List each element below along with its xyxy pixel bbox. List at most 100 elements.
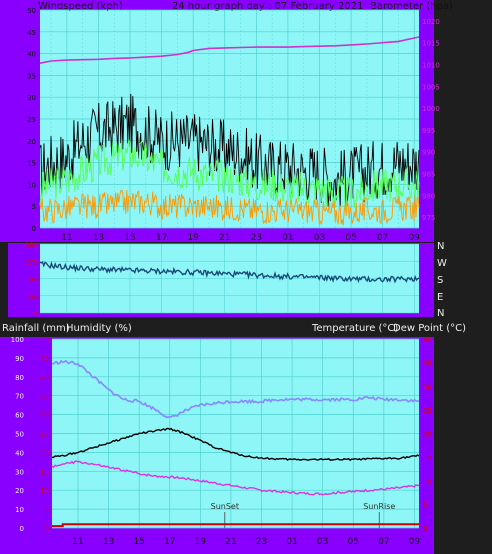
top-x-tick-label: 15	[124, 233, 135, 243]
temperature-tick-label: 25	[423, 407, 432, 415]
barometer-tick-label: 1000	[422, 105, 440, 113]
direction-tick-label: 90	[29, 294, 37, 301]
top-x-tick-label: 05	[345, 233, 356, 243]
rainfall-tick-label: 15	[40, 468, 49, 476]
direction-tick-label: 0	[33, 311, 37, 318]
windspeed-tick-label: 30	[27, 94, 36, 102]
wind-direction-series-line	[39, 261, 420, 284]
direction-tick-label: 180	[26, 277, 38, 284]
dynamic-chart-layer: 0510152025303540455097598098599099510001…	[11, 7, 440, 547]
sunset-label: SunSet	[211, 502, 239, 511]
windspeed-tick-label: 5	[32, 203, 36, 211]
humidity-tick-label: 60	[15, 412, 24, 420]
direction-label-n-bottom: N	[437, 308, 444, 319]
direction-tick-label: 360	[26, 242, 38, 249]
top-x-tick-label: 23	[251, 233, 262, 243]
barometer-axis-title: Barometer (hpa)	[370, 1, 453, 12]
windspeed-tick-label: 20	[27, 138, 36, 146]
temperature-tick-label: 20	[423, 431, 432, 439]
bottom-x-tick-label: 01	[286, 537, 297, 547]
temperature-axis-title: Temperature (°C)	[311, 323, 398, 334]
chart-title: 24 hour graph day : 07 February 2021	[172, 1, 363, 12]
humidity-axis-title: Humidity (%)	[66, 323, 132, 334]
bottom-x-tick-label: 17	[164, 537, 175, 547]
windspeed-high-series-line	[39, 137, 420, 210]
temperature-tick-label: 40	[423, 336, 432, 344]
temperature-series-line	[51, 427, 420, 462]
humidity-tick-label: 0	[20, 525, 24, 533]
bottom-x-tick-label: 07	[378, 537, 389, 547]
bottom-x-tick-label: 11	[72, 537, 83, 547]
top-x-tick-label: 11	[61, 233, 72, 243]
temperature-tick-label: 10	[423, 478, 432, 486]
bottom-x-tick-label: 15	[133, 537, 144, 547]
sunrise-label: SunRise	[363, 502, 395, 511]
humidity-tick-label: 40	[15, 449, 24, 457]
barometer-tick-label: 1005	[422, 83, 440, 91]
barometer-tick-label: 990	[422, 149, 435, 157]
top-x-tick-label: 07	[377, 233, 388, 243]
windspeed-tick-label: 40	[27, 51, 36, 59]
bottom-x-tick-label: 03	[317, 537, 328, 547]
humidity-series-line	[51, 359, 420, 419]
direction-label-n-top: N	[437, 241, 444, 252]
dew-point-axis-title: Dew Point (°C)	[393, 323, 466, 334]
windspeed-axis-title: Windspeed (kph)	[38, 1, 123, 12]
bottom-x-tick-label: 13	[103, 537, 114, 547]
top-x-tick-label: 21	[219, 233, 230, 243]
gust-series-line	[39, 93, 420, 207]
top-x-tick-label: 19	[187, 233, 199, 243]
rainfall-axis-title: Rainfall (mm)	[2, 323, 70, 334]
windspeed-tick-label: 15	[27, 160, 36, 168]
bottom-x-tick-label: 19	[195, 537, 207, 547]
top-x-tick-label: 03	[314, 233, 325, 243]
rainfall-series-line	[52, 523, 419, 528]
bottom-x-tick-label: 23	[256, 537, 267, 547]
windspeed-mean-series-line	[39, 189, 420, 226]
humidity-tick-label: 80	[15, 374, 24, 382]
humidity-tick-label: 30	[15, 468, 24, 476]
barometer-tick-label: 1015	[422, 40, 440, 48]
barometer-tick-label: 975	[422, 214, 435, 222]
barometer-tick-label: 995	[422, 127, 435, 135]
direction-label-s: S	[437, 275, 443, 286]
humidity-tick-label: 20	[15, 487, 24, 495]
direction-tick-label: 270	[26, 259, 38, 266]
rainfall-tick-label: 50	[40, 336, 49, 344]
rainfall-tick-label: 35	[40, 393, 49, 401]
top-x-tick-label: 17	[156, 233, 167, 243]
rainfall-tick-label: 5	[45, 506, 49, 514]
windspeed-tick-label: 0	[32, 225, 36, 233]
temperature-tick-label: 0	[423, 525, 427, 533]
windspeed-tick-label: 35	[27, 72, 36, 80]
rainfall-tick-label: 30	[40, 412, 49, 420]
temperature-tick-label: 30	[423, 383, 432, 391]
humidity-tick-label: 100	[11, 336, 24, 344]
rainfall-tick-label: 25	[40, 431, 49, 439]
direction-label-w: W	[437, 258, 447, 269]
barometer-tick-label: 1020	[422, 18, 440, 26]
temperature-tick-label: 5	[423, 501, 427, 509]
humidity-tick-label: 10	[15, 506, 24, 514]
rainfall-tick-label: 0	[45, 525, 49, 533]
top-x-tick-label: 01	[282, 233, 293, 243]
humidity-tick-label: 70	[15, 393, 24, 401]
barometer-tick-label: 980	[422, 192, 435, 200]
temperature-tick-label: 15	[423, 454, 432, 462]
direction-label-e: E	[437, 292, 443, 303]
top-x-tick-label: 09	[409, 233, 421, 243]
rainfall-tick-label: 45	[40, 355, 49, 363]
barometer-tick-label: 1010	[422, 62, 440, 70]
windspeed-tick-label: 45	[27, 29, 36, 37]
barometer-series-line	[39, 36, 420, 64]
dew-point-series-line	[51, 460, 420, 496]
bottom-x-tick-label: 09	[409, 537, 421, 547]
top-x-tick-label: 13	[93, 233, 104, 243]
bottom-x-tick-label: 21	[225, 537, 236, 547]
rainfall-tick-label: 20	[40, 449, 49, 457]
windspeed-tick-label: 10	[27, 181, 36, 189]
windspeed-tick-label: 50	[27, 7, 36, 15]
rainfall-tick-label: 10	[40, 487, 49, 495]
